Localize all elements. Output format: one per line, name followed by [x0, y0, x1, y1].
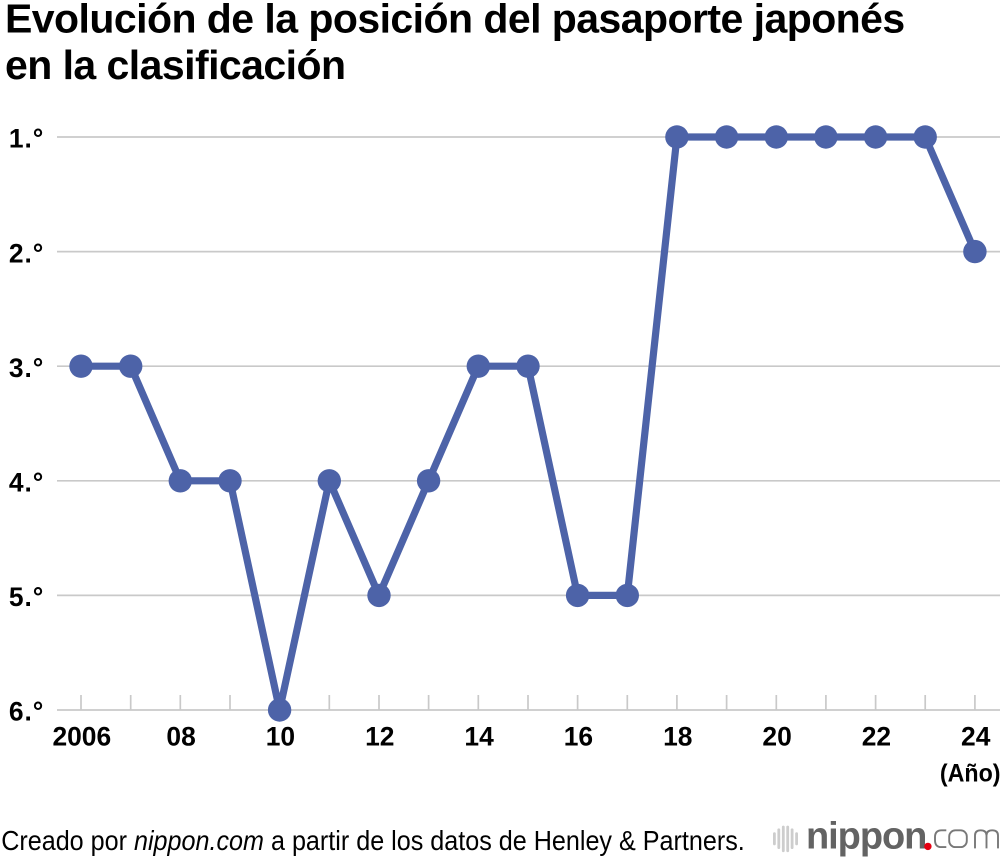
svg-text:2006: 2006: [52, 722, 111, 752]
svg-text:24: 24: [961, 722, 991, 752]
svg-text:08: 08: [166, 722, 195, 752]
svg-text:12: 12: [365, 722, 394, 752]
svg-text:4.°: 4.°: [9, 468, 44, 498]
svg-text:6.°: 6.°: [9, 697, 44, 727]
svg-text:18: 18: [663, 722, 692, 752]
svg-text:10: 10: [266, 722, 295, 752]
svg-text:1.°: 1.°: [9, 124, 44, 154]
svg-text:2.°: 2.°: [9, 238, 44, 268]
svg-text:16: 16: [564, 722, 593, 752]
svg-text:(Año): (Año): [940, 760, 1000, 788]
svg-text:5.°: 5.°: [9, 582, 44, 612]
svg-text:Evolución de la posición del p: Evolución de la posición del pasaporte j…: [5, 0, 905, 42]
svg-text:20: 20: [762, 722, 791, 752]
svg-text:14: 14: [464, 722, 494, 752]
svg-text:22: 22: [862, 722, 891, 752]
svg-text:3.°: 3.°: [9, 353, 44, 383]
svg-text:Creado por nippon.com a partir: Creado por nippon.com a partir de los da…: [1, 825, 745, 857]
svg-text:nippon: nippon: [806, 816, 926, 858]
svg-text:en la clasificación: en la clasificación: [5, 42, 346, 88]
